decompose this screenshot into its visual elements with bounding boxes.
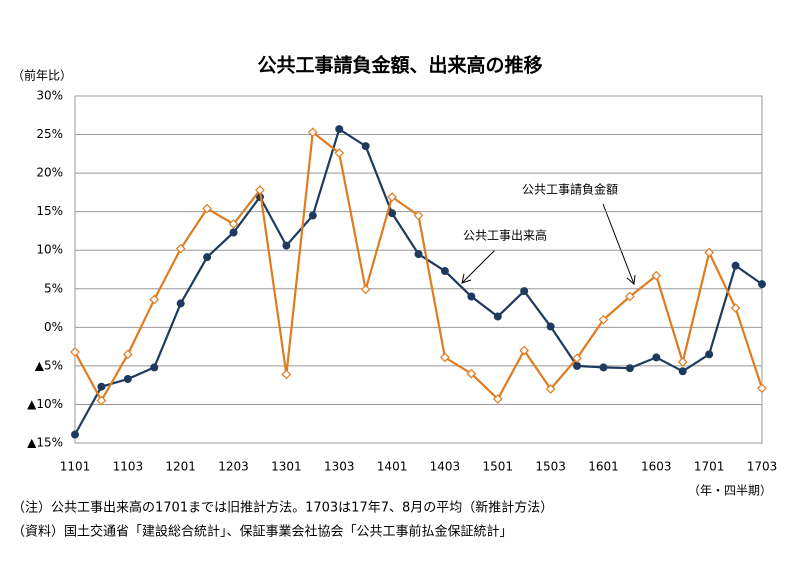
point bbox=[308, 211, 317, 220]
x-tick-label: 1103 bbox=[113, 460, 144, 474]
point bbox=[334, 148, 345, 158]
y-tick-label: ▲10% bbox=[27, 397, 63, 411]
point bbox=[705, 350, 714, 359]
series-label: 公共工事出来高 bbox=[463, 228, 547, 243]
x-axis-label: （年・四半期） bbox=[688, 484, 772, 498]
point bbox=[388, 209, 397, 218]
point bbox=[731, 261, 740, 270]
point bbox=[519, 345, 530, 356]
point bbox=[360, 284, 371, 295]
point bbox=[467, 292, 476, 301]
plot-border bbox=[74, 95, 763, 444]
x-tick-label: 1101 bbox=[60, 460, 91, 474]
point bbox=[492, 394, 503, 404]
point bbox=[122, 349, 133, 360]
x-tick-label: 1203 bbox=[218, 460, 249, 474]
point bbox=[493, 312, 502, 321]
point bbox=[625, 364, 634, 373]
x-tick-label: 1701 bbox=[694, 460, 725, 474]
point bbox=[625, 291, 635, 302]
point bbox=[149, 294, 160, 305]
point bbox=[573, 361, 582, 370]
note: （資料）国土交通省「建設総合統計」、保証事業会社協会「公共工事前払金保証統計」 bbox=[12, 524, 513, 540]
note: （注）公共工事出来高の1701までは旧推計方法。1703は17年7、8月の平均（… bbox=[12, 500, 553, 516]
point bbox=[651, 270, 662, 281]
point bbox=[71, 430, 79, 439]
point bbox=[361, 142, 370, 151]
point bbox=[440, 267, 449, 276]
y-tick-label: ▲15% bbox=[27, 436, 63, 450]
y-tick-label: 5% bbox=[44, 281, 63, 295]
point bbox=[176, 299, 185, 308]
point bbox=[70, 347, 80, 357]
point bbox=[757, 383, 767, 394]
point bbox=[228, 219, 239, 229]
point bbox=[150, 363, 159, 372]
point bbox=[282, 241, 291, 250]
point bbox=[677, 357, 688, 367]
x-tick-label: 1403 bbox=[430, 460, 461, 474]
point bbox=[203, 253, 212, 262]
y-tick-label: 25% bbox=[36, 127, 63, 141]
x-tick-label: 1703 bbox=[747, 460, 778, 474]
series-label: 公共工事請負金額 bbox=[522, 182, 618, 197]
point bbox=[704, 247, 715, 258]
x-tick-label: 1301 bbox=[271, 460, 302, 474]
point bbox=[678, 367, 687, 376]
point bbox=[545, 384, 556, 394]
point bbox=[123, 374, 132, 383]
point bbox=[440, 352, 450, 363]
x-tick-label: 1603 bbox=[641, 460, 672, 474]
y-tick-label: 30% bbox=[36, 89, 63, 103]
y-tick-label: 0% bbox=[44, 320, 63, 334]
point bbox=[466, 368, 477, 379]
x-tick-label: 1303 bbox=[324, 460, 355, 474]
point bbox=[175, 243, 186, 254]
point bbox=[97, 382, 106, 391]
point bbox=[281, 369, 292, 380]
x-tick-label: 1503 bbox=[535, 460, 566, 474]
point bbox=[599, 363, 608, 372]
point bbox=[387, 192, 397, 202]
point bbox=[572, 353, 582, 364]
x-tick-label: 1401 bbox=[377, 460, 408, 474]
point bbox=[96, 395, 107, 406]
y-tick-label: 20% bbox=[36, 166, 63, 180]
chart-title: 公共工事請負金額、出来高の推移 bbox=[257, 54, 542, 77]
x-tick-label: 1201 bbox=[165, 460, 196, 474]
y-tick-label: 15% bbox=[36, 204, 63, 218]
point bbox=[652, 353, 661, 362]
x-tick-label: 1601 bbox=[588, 460, 619, 474]
point bbox=[758, 280, 766, 289]
point bbox=[598, 314, 609, 325]
point bbox=[202, 203, 212, 214]
point bbox=[413, 210, 424, 221]
point bbox=[229, 228, 238, 237]
x-tick-label: 1501 bbox=[482, 460, 513, 474]
point bbox=[255, 185, 265, 195]
y-axis-label: （前年比） bbox=[12, 68, 72, 83]
y-tick-label: 10% bbox=[36, 243, 63, 257]
point bbox=[546, 322, 555, 331]
point bbox=[520, 287, 529, 296]
callout-arrows bbox=[461, 203, 636, 285]
point bbox=[307, 127, 318, 138]
y-tick-label: ▲5% bbox=[35, 358, 63, 372]
point bbox=[335, 125, 344, 134]
point bbox=[414, 250, 423, 259]
point bbox=[730, 303, 741, 313]
